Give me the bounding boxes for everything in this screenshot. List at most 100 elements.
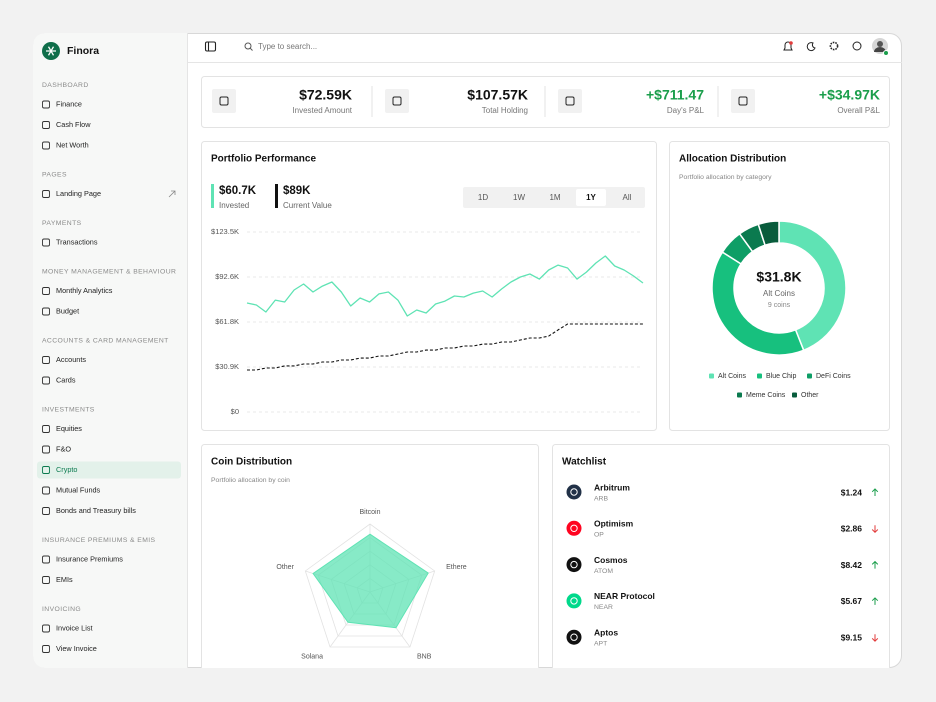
stat-label: Invested Amount <box>292 106 352 115</box>
range-button[interactable]: 1D <box>478 193 488 202</box>
coin-icon <box>566 557 582 573</box>
search-input[interactable]: Type to search... <box>258 42 317 51</box>
legend-swatch <box>757 373 762 379</box>
coin-price: $9.15 <box>841 632 863 642</box>
app: Finora DASHBOARD Finance Cash Flow Net Worth… <box>33 33 902 668</box>
stat-label: Overall P&L <box>837 106 880 115</box>
nav-item[interactable]: Invoice List <box>56 623 93 632</box>
card-title: Allocation Distribution <box>679 154 786 165</box>
sidebar-section: DASHBOARD <box>42 82 89 89</box>
nav-item[interactable]: Equities <box>56 424 82 433</box>
y-tick-label: $0 <box>231 407 239 416</box>
nav-icon <box>42 287 50 295</box>
sidebar <box>33 33 187 668</box>
legend-label: Current Value <box>283 201 332 210</box>
sidebar-toggle[interactable] <box>204 41 217 52</box>
card-title: Coin Distribution <box>211 457 292 468</box>
coin-icon-glyph <box>570 560 578 569</box>
nav-item[interactable]: Landing Page <box>56 189 101 198</box>
stat-label: Day's P&L <box>667 106 705 115</box>
coin-icon <box>566 593 582 609</box>
stat-icon <box>731 89 755 113</box>
coin-name: NEAR Protocol <box>594 591 655 601</box>
avatar-body <box>874 47 886 52</box>
theme-toggle[interactable] <box>806 42 816 52</box>
radar: Bitcoin Ethereum BNB Solana Other <box>276 509 477 661</box>
donut-segment <box>757 220 780 247</box>
coin-symbol: APT <box>594 640 607 647</box>
coin-icon <box>566 629 582 645</box>
nav-item[interactable]: Net Worth <box>56 140 89 149</box>
avatar-head <box>877 41 883 47</box>
stat-icon-glyph <box>392 96 402 106</box>
radar-ring <box>304 523 436 648</box>
donut-segment <box>778 220 847 352</box>
radar-label: BNB <box>417 654 432 661</box>
coin-price: $2.86 <box>841 524 863 534</box>
nav-item[interactable]: EMIs <box>56 575 73 584</box>
coin-price: $8.42 <box>841 560 863 570</box>
coin-symbol: OP <box>594 532 604 539</box>
donut-center-label: Alt Coins <box>763 289 795 298</box>
sidebar-section: INVOICING <box>42 606 81 613</box>
card-subtitle: Portfolio allocation by coin <box>211 477 290 484</box>
nav-item[interactable]: Mutual Funds <box>56 485 101 494</box>
radar-label: Ethereum <box>446 564 477 571</box>
nav-icon <box>42 356 50 364</box>
watchlist-card <box>552 444 890 668</box>
card-title: Watchlist <box>562 457 607 468</box>
range-button[interactable]: 1M <box>549 193 560 202</box>
range-active <box>576 189 606 206</box>
nav-item[interactable]: Monthly Analytics <box>56 286 113 295</box>
coin-name: Cosmos <box>594 555 628 565</box>
legend-swatch <box>737 392 742 398</box>
range-button[interactable]: 1Y <box>586 193 596 202</box>
range-button[interactable]: 1W <box>513 193 525 202</box>
brand: Finora <box>67 45 99 57</box>
nav-item[interactable]: Cards <box>56 375 76 384</box>
card-subtitle: Portfolio allocation by category <box>679 174 772 181</box>
range-button[interactable]: All <box>623 193 632 202</box>
nav-icon <box>42 307 50 316</box>
y-tick-label: $92.6K <box>215 272 239 281</box>
nav-icon <box>42 376 50 385</box>
notification-dot <box>789 41 793 45</box>
coin-icon-glyph <box>570 597 578 605</box>
nav-item[interactable]: Cash Flow <box>56 120 91 129</box>
logo-mark <box>47 46 55 56</box>
nav-item[interactable]: F&O <box>56 444 71 453</box>
stat-icon <box>558 89 582 113</box>
coin-icon-glyph <box>570 488 578 496</box>
coin-icon <box>566 520 582 536</box>
stat-icon <box>212 89 236 113</box>
nav-item[interactable]: Transactions <box>56 237 98 246</box>
legend-label: Meme Coins <box>746 392 786 399</box>
nav-item[interactable]: Budget <box>56 306 79 315</box>
y-tick-label: $123.5K <box>211 227 239 236</box>
palette[interactable] <box>852 41 862 51</box>
notifications[interactable] <box>783 41 793 51</box>
sidebar-section: PAGES <box>42 171 67 178</box>
trend-arrow <box>871 488 879 496</box>
nav-item[interactable]: Accounts <box>56 355 86 364</box>
nav-icon <box>42 624 50 633</box>
stat-icon-glyph <box>565 96 575 106</box>
coin-icon-glyph <box>570 633 578 641</box>
nav-icon <box>42 121 50 129</box>
nav-item[interactable]: Finance <box>56 99 82 108</box>
radar-label: Other <box>276 564 294 571</box>
nav-item[interactable]: View Invoice <box>56 644 97 653</box>
sidebar-section: PAYMENTS <box>42 220 82 227</box>
legend-swatch <box>211 184 214 208</box>
nav-item[interactable]: Crypto <box>56 465 78 474</box>
coin-price: $1.24 <box>841 487 863 497</box>
stat-icon-glyph <box>219 96 229 106</box>
y-tick-label: $30.9K <box>215 362 239 371</box>
stat-value: +$34.97K <box>819 87 880 103</box>
trend-arrow <box>871 634 879 642</box>
nav-item[interactable]: Insurance Premiums <box>56 554 123 563</box>
nav-item[interactable]: Bonds and Treasury bills <box>56 506 136 515</box>
settings[interactable] <box>829 41 839 51</box>
